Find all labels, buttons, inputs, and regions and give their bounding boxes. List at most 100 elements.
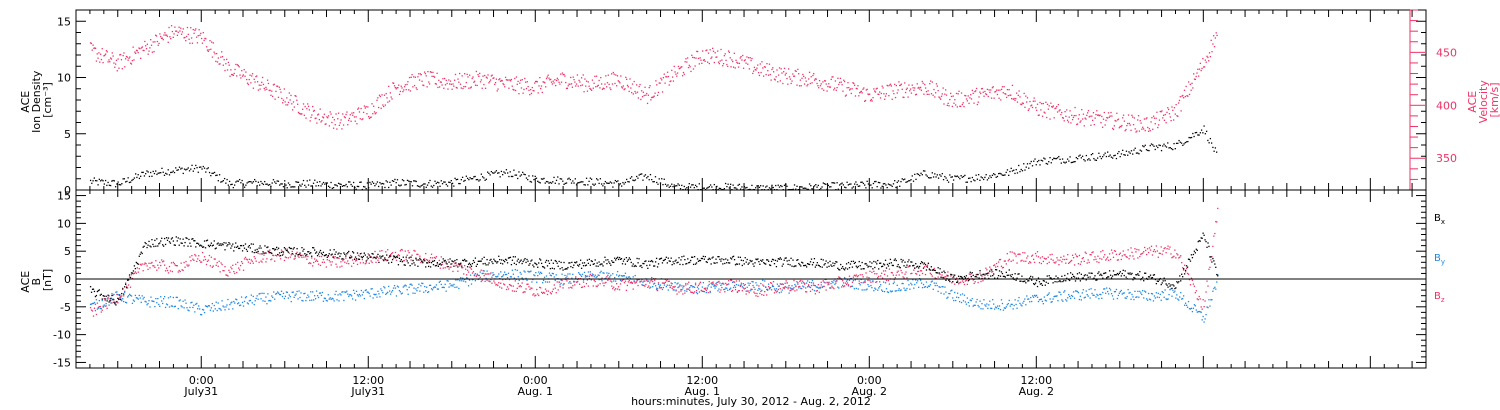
data-point	[350, 183, 352, 186]
data-point	[898, 81, 900, 83]
data-point	[305, 186, 307, 188]
data-point	[973, 304, 975, 306]
data-point	[1009, 94, 1011, 96]
data-point	[1133, 117, 1136, 119]
data-point	[1048, 292, 1050, 294]
data-point	[967, 301, 969, 304]
data-point	[802, 73, 804, 76]
data-point	[662, 282, 665, 284]
data-point	[414, 292, 416, 295]
data-point	[844, 95, 847, 97]
data-point	[419, 255, 421, 257]
data-point	[622, 181, 624, 184]
data-point	[169, 36, 171, 38]
data-point	[1099, 155, 1101, 158]
data-point	[457, 78, 459, 80]
data-point	[495, 78, 498, 80]
data-point	[672, 286, 674, 288]
data-point	[791, 80, 793, 82]
data-point	[532, 90, 534, 92]
data-point	[435, 182, 437, 185]
data-point	[650, 280, 652, 282]
data-point	[585, 177, 588, 179]
data-point	[655, 80, 657, 82]
data-point	[1210, 259, 1212, 261]
data-point	[309, 299, 311, 302]
data-point	[347, 124, 349, 126]
data-point	[1081, 108, 1083, 111]
data-point	[944, 276, 946, 278]
data-point	[562, 284, 564, 286]
data-point	[891, 185, 893, 188]
data-point	[189, 42, 191, 44]
data-point	[128, 293, 131, 296]
data-point	[446, 266, 448, 268]
data-point	[1167, 107, 1169, 109]
data-point	[767, 283, 770, 285]
data-point	[163, 174, 166, 176]
data-point	[340, 253, 342, 255]
data-point	[397, 286, 400, 288]
data-point	[452, 285, 454, 287]
data-point	[1014, 172, 1016, 175]
data-point	[678, 68, 680, 70]
data-point	[655, 287, 658, 289]
data-point	[833, 280, 835, 282]
data-point	[511, 290, 514, 292]
data-point	[777, 81, 779, 83]
data-point	[657, 91, 660, 94]
data-point	[871, 287, 873, 289]
data-point	[860, 90, 862, 93]
data-point	[192, 306, 194, 309]
data-point	[991, 87, 994, 89]
data-point	[546, 76, 548, 78]
data-point	[718, 280, 720, 283]
data-point	[986, 88, 989, 91]
data-point	[465, 277, 468, 279]
data-point	[240, 77, 242, 79]
data-point	[1102, 156, 1104, 158]
data-point	[563, 73, 565, 76]
data-point	[192, 170, 194, 172]
data-point	[168, 174, 171, 176]
data-point	[90, 303, 93, 305]
data-point	[309, 262, 311, 264]
data-point	[259, 245, 261, 247]
data-point	[1040, 159, 1042, 162]
data-point	[203, 311, 206, 314]
data-point	[811, 288, 814, 291]
data-point	[1165, 146, 1168, 148]
data-point	[135, 272, 138, 274]
data-point	[245, 258, 248, 260]
data-point	[208, 305, 211, 307]
data-point	[1061, 158, 1064, 160]
data-point	[866, 288, 868, 290]
data-point	[1061, 261, 1063, 263]
data-point	[554, 287, 556, 289]
data-point	[1030, 105, 1032, 107]
data-point	[815, 183, 817, 186]
data-point	[132, 178, 134, 181]
data-point	[127, 284, 130, 286]
data-point	[994, 264, 996, 266]
data-point	[642, 284, 644, 287]
data-point	[864, 280, 866, 282]
data-point	[173, 305, 175, 308]
data-point	[666, 71, 669, 73]
data-point	[141, 263, 143, 265]
data-point	[712, 47, 714, 50]
data-point	[652, 285, 654, 288]
data-point	[1084, 251, 1086, 253]
data-point	[1134, 290, 1136, 292]
data-point	[595, 276, 597, 279]
data-point	[165, 303, 168, 305]
data-point	[478, 75, 480, 78]
data-point	[949, 174, 951, 176]
data-point	[864, 281, 866, 283]
data-point	[613, 286, 615, 288]
data-point	[576, 74, 579, 76]
data-point	[410, 76, 412, 78]
data-point	[763, 285, 765, 287]
data-point	[166, 35, 169, 37]
data-point	[1112, 256, 1115, 259]
